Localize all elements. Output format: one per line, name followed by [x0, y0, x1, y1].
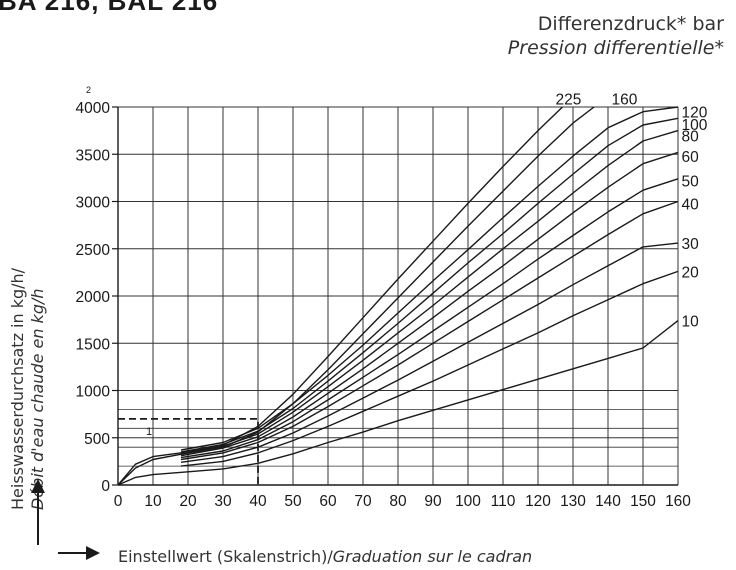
- series-label-10: 10: [682, 314, 700, 331]
- x-tick-label: 50: [284, 493, 302, 510]
- series-line-30: [180, 242, 679, 463]
- x-tick-label: 100: [455, 493, 481, 510]
- y-tick-label: 500: [84, 431, 110, 448]
- series-label-120: 120: [682, 105, 708, 122]
- x-tick-label: 110: [491, 493, 516, 510]
- series-line-50: [180, 178, 679, 459]
- x-tick-label: 140: [595, 493, 621, 510]
- x-tick-label: 90: [424, 493, 442, 510]
- series-label-40: 40: [682, 196, 700, 213]
- series-label-30: 30: [682, 236, 700, 253]
- y-tick-label: 2000: [76, 289, 111, 306]
- series-line-10: [117, 320, 679, 486]
- series-line-120: [180, 106, 679, 451]
- y-tick-label: 1000: [76, 384, 111, 401]
- arrow-up-icon: [31, 479, 45, 545]
- series-label-80: 80: [682, 128, 700, 145]
- series-label-225: 225: [556, 91, 582, 108]
- guide-line: [118, 417, 259, 485]
- y-tick-label: 3500: [76, 147, 111, 164]
- y-tick-label: 3000: [76, 195, 111, 212]
- series-line-40: [180, 200, 679, 461]
- legend-title: Differenzdruck* bar Pression differentie…: [508, 12, 724, 60]
- legend-title-line2: Pression differentielle*: [507, 37, 724, 59]
- x-tick-label: 60: [319, 493, 337, 510]
- page-title: BA 216, BAL 216: [0, 0, 219, 16]
- series-label-100: 100: [682, 117, 708, 134]
- x-tick-label: 80: [389, 493, 407, 510]
- series-line-100: [180, 117, 679, 453]
- series-label-20: 20: [682, 264, 700, 281]
- x-axis-title: Einstellwert (Skalenstrich)/Graduation s…: [118, 547, 532, 566]
- grid: [112, 106, 679, 486]
- series-line-225: [117, 106, 563, 486]
- series-line-60: [180, 151, 679, 457]
- series-line-80: [180, 129, 679, 455]
- x-tick-label: 40: [249, 493, 267, 510]
- arrow-right-icon: [58, 546, 100, 560]
- x-axis-title-italic: Graduation sur le cadran: [332, 547, 533, 566]
- x-tick-label: 0: [114, 493, 123, 510]
- x-tick-label: 150: [630, 493, 656, 510]
- x-tick-label: 10: [144, 493, 162, 510]
- y-tick-label: 4000: [76, 100, 111, 117]
- series-label-60: 60: [682, 149, 700, 166]
- legend-title-line1: Differenzdruck* bar: [537, 13, 724, 35]
- tick-labels: 0 10 20 30 40 50 60 70 80 90 100 110 120 130 140 150 160…: [76, 85, 692, 510]
- series-label-50: 50: [682, 174, 700, 191]
- x-tick-label: 130: [560, 493, 586, 510]
- y-tick-label: 1500: [76, 336, 111, 353]
- x-tick-label: 70: [354, 493, 372, 510]
- series-line-160: [117, 106, 595, 486]
- series-label-160: 160: [612, 91, 638, 108]
- x-tick-label: 120: [525, 493, 551, 510]
- series-group: [117, 106, 679, 486]
- x-tick-label: 20: [179, 493, 197, 510]
- x-tick-label: 30: [214, 493, 232, 510]
- y-tick-label: 2500: [76, 242, 111, 259]
- y-superscript: 2: [86, 85, 91, 95]
- guide-line-label: 1: [146, 426, 152, 438]
- y-tick-label: 0: [101, 478, 110, 495]
- x-axis-title-plain: Einstellwert (Skalenstrich)/: [118, 547, 333, 566]
- x-tick-label: 160: [665, 493, 691, 510]
- series-line-20: [180, 270, 679, 467]
- annotations: 1: [118, 417, 259, 485]
